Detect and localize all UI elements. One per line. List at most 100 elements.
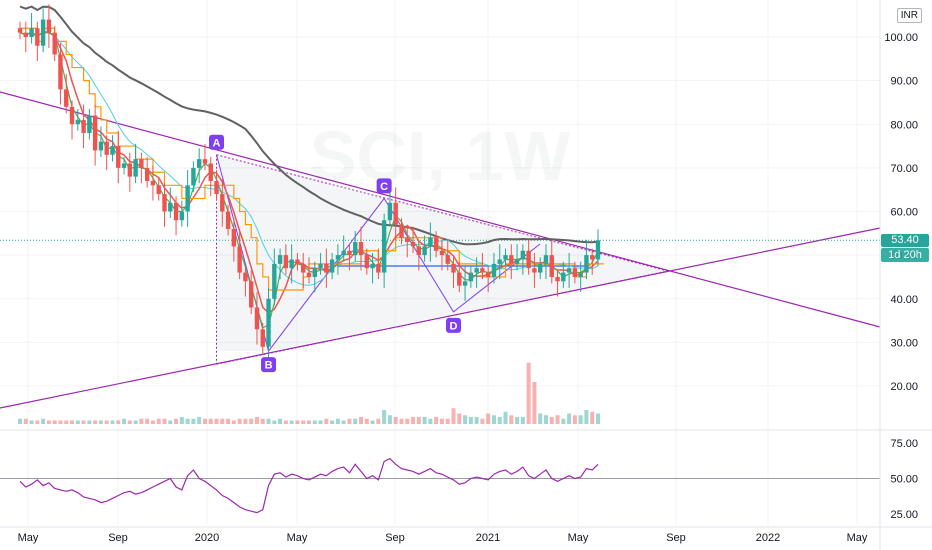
volume-bar	[156, 418, 161, 424]
volume-bar	[289, 420, 294, 424]
candle-body	[173, 202, 179, 221]
rsi-tick-label: 25.00	[890, 509, 918, 521]
volume-bar	[341, 420, 346, 424]
volume-bar	[491, 415, 496, 424]
candle-body	[150, 180, 156, 186]
candle-body	[283, 255, 289, 269]
volume-bar	[307, 420, 311, 424]
candle-body	[249, 281, 254, 308]
candle-body	[358, 242, 364, 256]
candle-body	[75, 119, 80, 125]
volume-bar	[278, 418, 283, 424]
candle-body	[254, 307, 260, 330]
rsi-line	[19, 457, 599, 514]
pattern-marker-label: D	[450, 320, 458, 332]
volume-bar	[474, 417, 479, 424]
candle-body	[110, 146, 115, 155]
pattern-marker-label: B	[265, 360, 273, 372]
volume-bar	[168, 420, 173, 424]
candle-body	[260, 329, 265, 347]
time-tick-label: 2021	[476, 532, 500, 544]
countdown-tag: 1d 20h	[881, 248, 929, 262]
volume-bar	[463, 415, 468, 424]
candle-body	[347, 250, 352, 256]
candle-body	[485, 272, 491, 277]
volume-bar	[226, 418, 231, 424]
currency-label[interactable]: INR	[896, 8, 922, 23]
volume-bar	[439, 418, 444, 424]
volume-bar	[237, 418, 242, 424]
candle-body	[353, 242, 358, 256]
candle-body	[98, 141, 104, 151]
volume-bar	[70, 420, 75, 424]
volume-bar	[330, 420, 335, 424]
candle-body	[410, 242, 416, 247]
candle-body	[387, 202, 393, 221]
candle-body	[509, 255, 514, 264]
candle-body	[225, 211, 231, 229]
candle-body	[364, 255, 369, 269]
candle-body	[306, 272, 312, 277]
price-tick-label: 20.00	[890, 381, 918, 393]
candle-body	[584, 255, 589, 273]
volume-bar	[202, 418, 207, 424]
candle-body	[162, 194, 167, 212]
candle-body	[46, 19, 52, 33]
candle-body	[40, 19, 46, 46]
volume-bar	[370, 420, 375, 424]
candle-body	[81, 119, 86, 133]
candle-body	[416, 246, 422, 256]
candle-body	[318, 263, 323, 269]
volume-bar	[584, 410, 589, 424]
candle-body	[202, 159, 208, 164]
candle-body	[428, 237, 433, 247]
candle-body	[58, 54, 63, 90]
candle-body	[566, 268, 572, 273]
volume-bars	[18, 362, 600, 424]
candle-body	[121, 163, 127, 168]
candle-body	[220, 194, 225, 212]
volume-bar	[29, 420, 34, 424]
volume-bar	[98, 420, 103, 424]
volume-bar	[451, 408, 456, 424]
ma-long-line	[19, 5, 599, 246]
candle-body	[561, 272, 566, 282]
volume-bar	[127, 420, 132, 424]
candle-body	[243, 272, 248, 282]
rsi-tick-label: 50.00	[890, 474, 918, 486]
candle-body	[196, 159, 202, 168]
volume-bar	[405, 418, 410, 424]
volume-bar	[52, 420, 57, 424]
volume-bar	[549, 417, 554, 424]
volume-bar	[543, 415, 548, 424]
volume-bar	[596, 413, 600, 424]
candle-body	[543, 255, 549, 264]
volume-bar	[81, 420, 86, 424]
volume-bar	[561, 418, 566, 424]
price-tick-label: 60.00	[890, 207, 918, 219]
candle-body	[433, 237, 439, 251]
candle-body	[468, 272, 474, 282]
candle-body	[381, 220, 387, 273]
candle-body	[578, 272, 583, 277]
volume-bar	[35, 420, 40, 424]
volume-bar	[480, 418, 485, 424]
candle-body	[156, 185, 161, 195]
candle-body	[526, 250, 531, 269]
volume-bar	[399, 418, 404, 424]
candle-body	[439, 250, 445, 256]
candle-body	[572, 268, 578, 277]
candle-body	[92, 115, 98, 151]
time-tick-label: Sep	[108, 532, 128, 544]
candle-body	[139, 159, 144, 168]
volume-bar	[382, 410, 387, 424]
candles	[17, 4, 601, 363]
volume-bar	[133, 420, 138, 424]
volume-bar	[434, 417, 439, 424]
volume-bar	[295, 420, 300, 424]
candle-body	[237, 246, 242, 273]
pattern-markers: A B C D	[209, 134, 461, 373]
volume-bar	[509, 415, 514, 424]
volume-bar	[18, 418, 22, 424]
volume-bar	[376, 418, 381, 424]
